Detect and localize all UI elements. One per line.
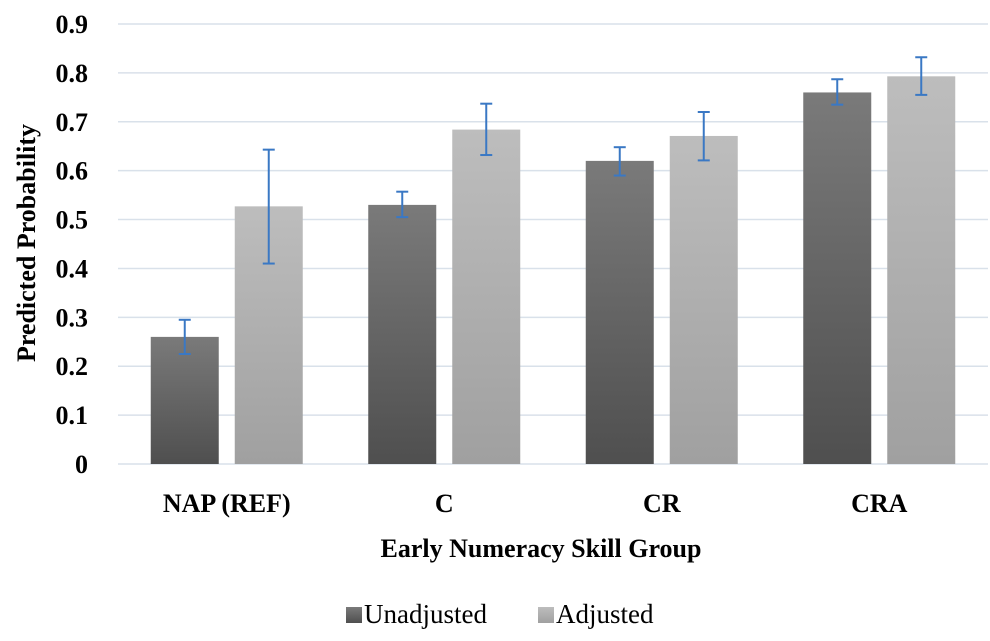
x-category-label: CRA bbox=[851, 489, 908, 518]
y-tick-label: 0 bbox=[75, 450, 88, 479]
bar-adjusted bbox=[669, 135, 738, 464]
bar-unadjusted bbox=[803, 92, 872, 464]
bar-adjusted bbox=[452, 129, 521, 464]
bar-unadjusted bbox=[585, 160, 654, 464]
y-tick-label: 0.4 bbox=[56, 254, 89, 283]
error-bar-adjusted bbox=[697, 111, 710, 162]
bar-unadjusted bbox=[368, 204, 437, 464]
error-bar-unadjusted bbox=[178, 318, 191, 355]
y-axis-ticks: 0 0.1 0.2 0.3 0.4 0.5 0.6 0.7 0.8 0.9 bbox=[56, 10, 89, 479]
error-bar-unadjusted bbox=[613, 146, 626, 177]
x-category-label: NAP (REF) bbox=[163, 489, 291, 518]
y-tick-label: 0.3 bbox=[56, 303, 89, 332]
y-tick-label: 0.5 bbox=[56, 206, 89, 235]
error-bar-adjusted bbox=[262, 148, 275, 265]
x-axis-categories: NAP (REF) C CR CRA bbox=[163, 489, 908, 518]
error-bar-unadjusted bbox=[831, 78, 844, 106]
x-category-label: CR bbox=[643, 489, 681, 518]
y-tick-label: 0.1 bbox=[56, 401, 89, 430]
legend: Unadjusted Adjusted bbox=[346, 599, 654, 629]
y-axis-title: Predicted Probability bbox=[12, 124, 41, 362]
legend-label-adjusted: Adjusted bbox=[556, 599, 654, 629]
y-tick-label: 0.7 bbox=[56, 108, 89, 137]
x-axis-title: Early Numeracy Skill Group bbox=[381, 534, 702, 563]
legend-swatch-adjusted bbox=[538, 607, 554, 623]
legend-label-unadjusted: Unadjusted bbox=[364, 599, 487, 629]
legend-swatch-unadjusted bbox=[346, 607, 362, 623]
bars bbox=[150, 76, 956, 465]
error-bar-adjusted bbox=[480, 102, 493, 157]
bar-unadjusted bbox=[150, 336, 219, 464]
bar-adjusted bbox=[887, 76, 956, 465]
y-tick-label: 0.9 bbox=[56, 10, 89, 39]
error-bar-unadjusted bbox=[396, 190, 409, 219]
y-tick-label: 0.8 bbox=[56, 59, 89, 88]
error-bars bbox=[178, 56, 928, 355]
y-tick-label: 0.2 bbox=[56, 352, 89, 381]
y-tick-label: 0.6 bbox=[56, 157, 89, 186]
x-category-label: C bbox=[435, 489, 454, 518]
error-bar-adjusted bbox=[915, 56, 928, 96]
